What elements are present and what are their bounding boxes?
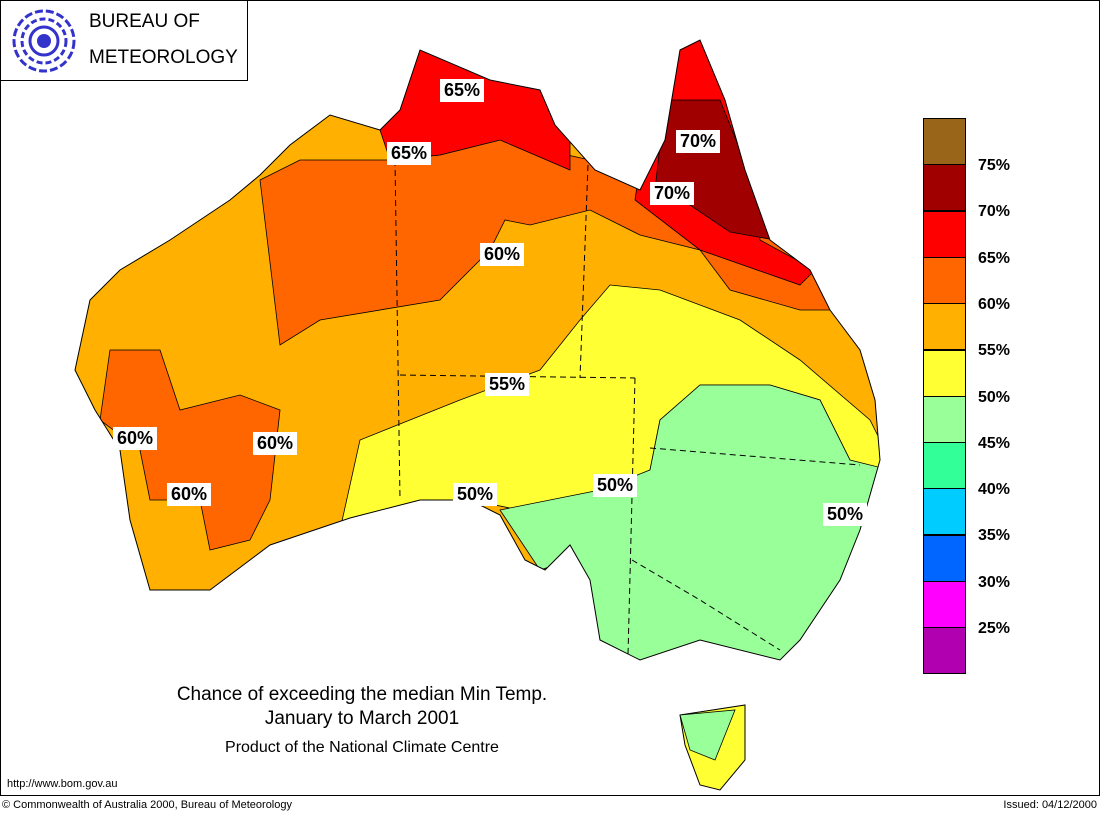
legend-label: 65% (978, 249, 1011, 267)
legend-label: 55% (978, 342, 1011, 360)
legend-swatch (923, 442, 966, 490)
legend-swatch (923, 303, 966, 351)
map-title: Chance of exceeding the median Min Temp. (176, 684, 548, 705)
url-text: http://www.bom.gov.au (7, 778, 118, 790)
legend-swatch (923, 581, 966, 628)
legend-label: 50% (978, 388, 1011, 406)
legend-swatch (923, 488, 966, 536)
logo-line1: BUREAU OF (89, 11, 200, 32)
copyright-text: © Commonwealth of Australia 2000, Bureau… (2, 799, 292, 811)
legend-label: 35% (978, 527, 1011, 545)
legend-label: 75% (978, 157, 1011, 174)
legend-swatch (923, 210, 966, 258)
logo-line2: METEOROLOGY (89, 47, 238, 68)
legend-label: 45% (978, 434, 1011, 452)
map-label: 50% (823, 503, 868, 526)
map-label: 65% (440, 79, 485, 102)
map-label: 50% (593, 474, 638, 497)
map-period: January to March 2001 (264, 708, 460, 729)
legend-label: 25% (978, 620, 1011, 637)
map-label: 60% (480, 243, 525, 266)
map-label: 55% (485, 373, 530, 396)
legend-label: 30% (978, 573, 1011, 591)
legend-swatch (923, 164, 966, 212)
map-label: 60% (253, 432, 298, 455)
legend-label: 70% (978, 203, 1011, 221)
bom-logo: BUREAU OF METEOROLOGY (0, 0, 248, 81)
legend-swatch (923, 256, 966, 304)
australia-map (74, 39, 881, 791)
map-label: 70% (650, 182, 695, 205)
map-label: 50% (453, 483, 498, 506)
legend-swatch (923, 627, 966, 675)
legend-swatch (923, 349, 966, 397)
legend-swatch (923, 534, 966, 582)
map-label: 70% (676, 130, 721, 153)
state-borders (394, 159, 861, 656)
map-label: 65% (387, 142, 432, 165)
map-product: Product of the National Climate Centre (225, 739, 499, 756)
legend-swatch (923, 118, 966, 165)
map-label: 60% (113, 427, 158, 450)
zone-60-65-southwest (99, 349, 281, 551)
tasmania-zone-45-50 (679, 709, 736, 761)
issued-date: Issued: 04/12/2000 (1003, 799, 1097, 811)
legend-label: 40% (978, 481, 1011, 499)
legend-swatch (923, 395, 966, 443)
map-label: 60% (167, 483, 212, 506)
spiral-logo-icon (12, 9, 76, 73)
legend-label: 60% (978, 295, 1011, 313)
